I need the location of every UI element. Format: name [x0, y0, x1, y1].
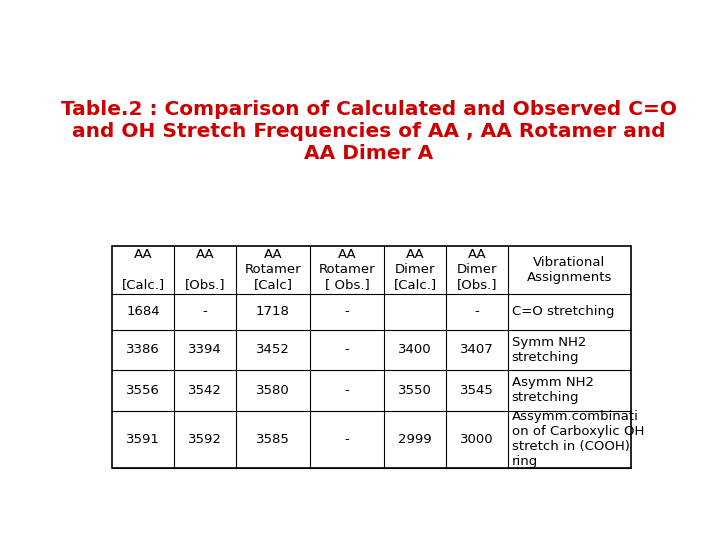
Text: Asymm NH2
stretching: Asymm NH2 stretching: [512, 376, 593, 404]
Bar: [112, 246, 631, 468]
Text: -: -: [474, 305, 480, 318]
Text: -: -: [345, 343, 349, 356]
Text: AA
Rotamer
[Calc]: AA Rotamer [Calc]: [245, 248, 301, 291]
Text: -: -: [345, 384, 349, 397]
Text: -: -: [345, 433, 349, 446]
Text: 3545: 3545: [460, 384, 494, 397]
Text: 3591: 3591: [126, 433, 160, 446]
Text: AA

[Obs.]: AA [Obs.]: [185, 248, 225, 291]
Text: -: -: [345, 305, 349, 318]
Text: Table.2 : Comparison of Calculated and Observed C=O
and OH Stretch Frequencies o: Table.2 : Comparison of Calculated and O…: [61, 100, 677, 163]
Text: AA
Rotamer
[ Obs.]: AA Rotamer [ Obs.]: [319, 248, 375, 291]
Text: 3592: 3592: [188, 433, 222, 446]
Text: 3585: 3585: [256, 433, 290, 446]
Text: AA
Dimer
[Obs.]: AA Dimer [Obs.]: [456, 248, 497, 291]
Text: 3407: 3407: [460, 343, 494, 356]
Text: AA

[Calc.]: AA [Calc.]: [122, 248, 165, 291]
Text: 1718: 1718: [256, 305, 290, 318]
Text: AA
Dimer
[Calc.]: AA Dimer [Calc.]: [393, 248, 436, 291]
Text: 2999: 2999: [398, 433, 432, 446]
Text: -: -: [202, 305, 207, 318]
Text: Symm NH2
stretching: Symm NH2 stretching: [512, 336, 586, 364]
Text: Vibrational
Assignments: Vibrational Assignments: [527, 256, 612, 284]
Text: 3394: 3394: [188, 343, 222, 356]
Text: Assymm.combinati
on of Carboxylic OH
stretch in (COOH)
ring: Assymm.combinati on of Carboxylic OH str…: [512, 410, 644, 468]
Text: 3452: 3452: [256, 343, 290, 356]
Text: C=O stretching: C=O stretching: [512, 305, 614, 318]
Text: 3386: 3386: [126, 343, 160, 356]
Text: 3580: 3580: [256, 384, 290, 397]
Text: 3550: 3550: [398, 384, 432, 397]
Text: 3000: 3000: [460, 433, 494, 446]
Text: 3400: 3400: [398, 343, 432, 356]
Text: 3542: 3542: [188, 384, 222, 397]
Text: 3556: 3556: [126, 384, 160, 397]
Text: 1684: 1684: [127, 305, 160, 318]
